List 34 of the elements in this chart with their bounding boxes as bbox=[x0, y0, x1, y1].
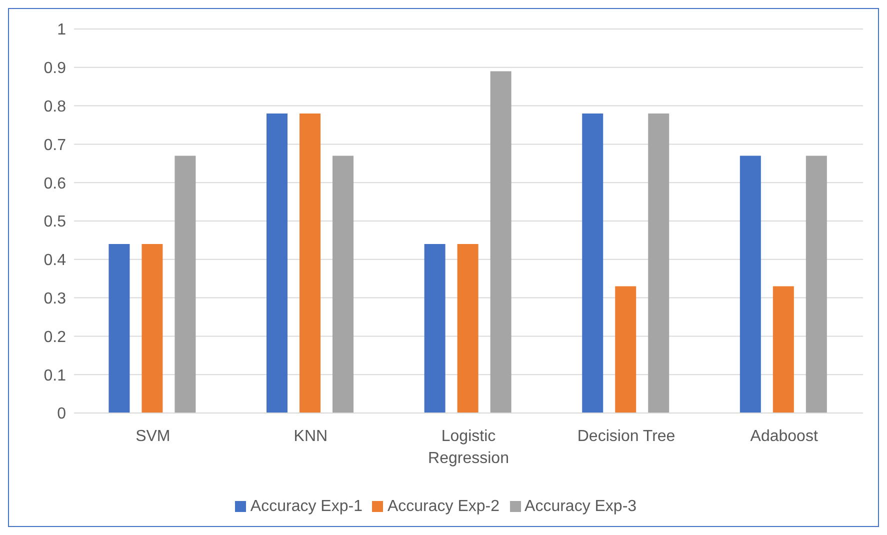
bar bbox=[772, 286, 794, 413]
y-tick-label: 0.2 bbox=[44, 328, 66, 346]
y-tick-label: 1 bbox=[57, 22, 66, 39]
y-tick-label: 0.6 bbox=[44, 175, 66, 192]
bar bbox=[424, 244, 446, 413]
bar bbox=[332, 156, 354, 413]
x-tick-label: Logistic Regression bbox=[428, 428, 509, 467]
bar bbox=[266, 113, 288, 413]
bar bbox=[108, 244, 130, 413]
y-tick-label: 0.3 bbox=[44, 290, 66, 308]
x-tick-label: KNN bbox=[294, 428, 328, 445]
x-tick-label: SVM bbox=[136, 428, 170, 445]
y-tick-label: 0.7 bbox=[44, 136, 66, 154]
bar bbox=[142, 244, 163, 413]
y-tick-label: 0.4 bbox=[44, 252, 66, 270]
x-tick-label: Decision Tree bbox=[577, 428, 676, 445]
legend-label: Accuracy Exp-3 bbox=[524, 498, 637, 515]
y-tick-label: 0.5 bbox=[44, 214, 66, 231]
x-tick-label: Adaboost bbox=[750, 428, 818, 445]
bar bbox=[582, 113, 604, 413]
bar bbox=[457, 244, 478, 413]
y-tick-label: 0.8 bbox=[44, 98, 66, 116]
legend-label: Accuracy Exp-2 bbox=[387, 498, 500, 515]
y-tick-label: 0.9 bbox=[44, 60, 66, 78]
bar bbox=[615, 286, 636, 413]
y-tick-label: 0 bbox=[57, 406, 66, 423]
bar bbox=[300, 113, 321, 413]
bar bbox=[490, 71, 512, 413]
bar bbox=[740, 156, 761, 413]
bar bbox=[648, 113, 670, 413]
y-tick-label: 0.1 bbox=[44, 367, 66, 384]
bar bbox=[174, 156, 196, 413]
bar bbox=[806, 156, 827, 413]
legend-label: Accuracy Exp-1 bbox=[250, 498, 362, 515]
